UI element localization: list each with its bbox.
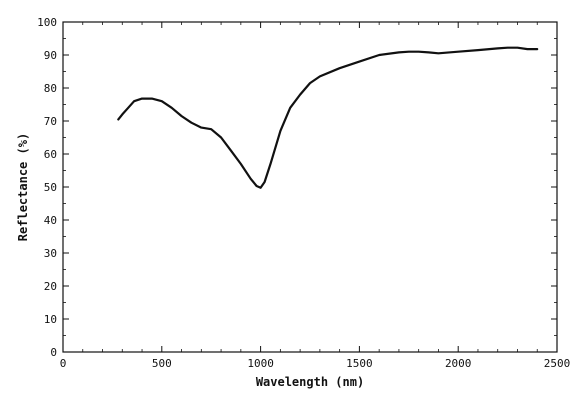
x-tick-label: 1500: [346, 357, 373, 370]
x-tick-label: 2000: [445, 357, 472, 370]
y-axis-title: Reflectance (%): [16, 133, 30, 241]
y-tick-label: 20: [44, 280, 57, 293]
tick-marks: [62, 21, 558, 353]
tick-labels: 0 500 1000 1500 2000 2500 0 10 20 30 40 50 60 70 80 90 1…: [37, 16, 570, 370]
x-tick-label: 500: [152, 357, 172, 370]
y-tick-label: 0: [50, 346, 57, 359]
y-tick-label: 10: [44, 313, 57, 326]
y-tick-label: 80: [44, 82, 57, 95]
y-tick-label: 50: [44, 181, 57, 194]
y-tick-label: 60: [44, 148, 57, 161]
series-line: [117, 46, 539, 189]
x-tick-label: 1000: [247, 357, 274, 370]
y-tick-label: 30: [44, 247, 57, 260]
y-tick-label: 100: [37, 16, 57, 29]
x-tick-label: 0: [60, 357, 67, 370]
x-tick-label: 2500: [544, 357, 571, 370]
x-axis-title: Wavelength (nm): [256, 375, 364, 389]
y-tick-label: 70: [44, 115, 57, 128]
plot-frame: [62, 21, 558, 353]
y-tick-label: 40: [44, 214, 57, 227]
y-tick-label: 90: [44, 49, 57, 62]
